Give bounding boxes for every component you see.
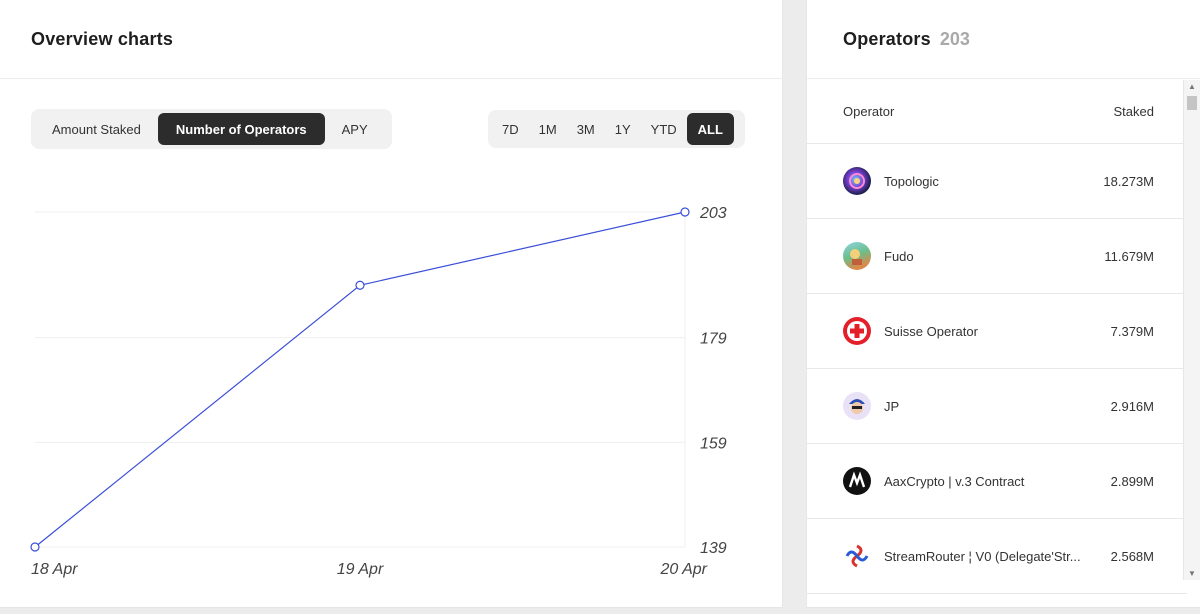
aaxcrypto-icon <box>843 467 871 495</box>
operator-staked: 7.379M <box>1110 323 1154 339</box>
operators-count: 203 <box>939 28 970 49</box>
y-tick-label: 139 <box>700 540 727 557</box>
scrollbar-thumb[interactable] <box>1187 96 1197 110</box>
operator-name: Topologic <box>884 173 939 189</box>
topologic-icon <box>843 167 871 195</box>
operator-staked: 2.916M <box>1110 398 1154 414</box>
table-row[interactable]: AaxCrypto | v.3 Contract 2.899M <box>807 444 1187 519</box>
column-operator: Operator <box>843 104 895 119</box>
operator-name: StreamRouter ¦ V0 (Delegate'Str... <box>884 548 1081 564</box>
operators-title: Operators <box>843 28 931 49</box>
operators-header: Operators 203 <box>807 0 1200 79</box>
series-line <box>34 211 686 548</box>
y-tick-label: 179 <box>700 331 727 348</box>
range-all[interactable]: ALL <box>686 113 734 145</box>
operator-name: JP <box>884 398 900 414</box>
operator-staked: 11.679M <box>1104 248 1154 264</box>
y-tick-label: 159 <box>700 435 727 452</box>
range-7d[interactable]: 7D <box>502 121 519 137</box>
x-tick-label: 18 Apr <box>31 561 78 578</box>
table-row[interactable]: Suisse Operator 7.379M <box>807 294 1187 369</box>
streamrouter-icon <box>843 542 871 570</box>
y-tick-label: 203 <box>699 205 727 222</box>
range-1y[interactable]: 1Y <box>614 121 631 137</box>
scroll-down-icon[interactable]: ▼ <box>1188 569 1196 578</box>
operator-name: AaxCrypto | v.3 Contract <box>884 473 1025 489</box>
tab-number-of-operators[interactable]: Number of Operators <box>157 113 325 145</box>
scroll-up-icon[interactable]: ▲ <box>1188 82 1196 91</box>
data-point[interactable] <box>355 280 365 290</box>
jp-avatar-icon <box>843 392 871 420</box>
table-row[interactable]: Topologic 18.273M <box>807 144 1187 219</box>
range-ytd[interactable]: YTD <box>650 121 677 137</box>
swiss-cross-icon <box>843 317 871 345</box>
operators-scrollbar[interactable]: ▲ ▼ <box>1183 80 1200 580</box>
operators-table-header: Operator Staked <box>807 80 1187 144</box>
operator-staked: 2.899M <box>1110 473 1154 489</box>
operator-name: Suisse Operator <box>884 323 978 339</box>
column-staked: Staked <box>1113 104 1154 119</box>
x-tick-label: 20 Apr <box>659 561 707 578</box>
table-row[interactable]: StreamRouter ¦ V0 (Delegate'Str... 2.568… <box>807 519 1187 594</box>
overview-card: Overview charts Amount Staked Number of … <box>0 0 783 608</box>
data-point[interactable] <box>680 207 690 217</box>
tab-apy[interactable]: APY <box>341 121 368 137</box>
operators-line-chart: 139 159 179 203 18 Apr 19 Apr 20 Apr <box>30 205 727 578</box>
data-point[interactable] <box>30 542 40 552</box>
metric-selector: Amount Staked Number of Operators APY <box>31 109 392 149</box>
operator-name: Fudo <box>884 248 914 264</box>
fudo-icon <box>843 242 871 270</box>
operators-list: Topologic 18.273M Fudo 11.679M Suisse Op… <box>807 144 1187 594</box>
operator-staked: 2.568M <box>1110 548 1154 564</box>
operator-staked: 18.273M <box>1103 173 1154 189</box>
range-1m[interactable]: 1M <box>538 121 557 137</box>
x-tick-label: 19 Apr <box>337 561 384 578</box>
tab-amount-staked[interactable]: Amount Staked <box>52 121 141 137</box>
overview-title: Overview charts <box>31 28 174 49</box>
operators-card: Operators 203 Operator Staked Topologic … <box>806 0 1200 608</box>
range-3m[interactable]: 3M <box>576 121 595 137</box>
table-row[interactable]: Fudo 11.679M <box>807 219 1187 294</box>
table-row[interactable]: JP 2.916M <box>807 369 1187 444</box>
range-selector: 7D 1M 3M 1Y YTD ALL <box>488 110 745 148</box>
overview-header: Overview charts <box>0 0 782 79</box>
